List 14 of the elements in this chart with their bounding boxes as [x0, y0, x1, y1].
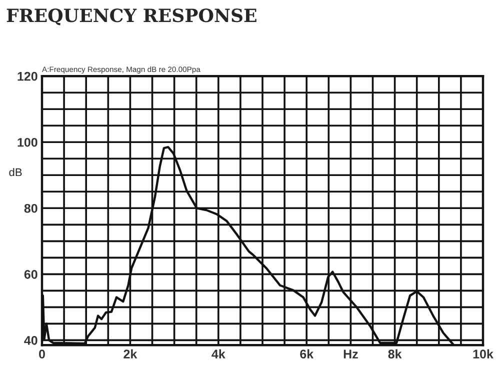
x-tick-label: 10k: [473, 349, 494, 358]
x-tick-label: Hz: [344, 350, 358, 358]
y-tick-label: 80: [24, 204, 38, 213]
y-tick-label: 40: [24, 336, 38, 345]
chart-title: FREQUENCY RESPONSE: [6, 8, 256, 26]
x-tick-label: 2k: [124, 349, 138, 358]
x-tick-label: 0: [39, 350, 45, 358]
x-tick-label: 4k: [212, 349, 226, 358]
y-tick-label: 120: [18, 72, 38, 81]
y-axis-title: dB: [9, 168, 22, 176]
x-tick-label: 8k: [388, 349, 402, 358]
y-tick-label: 60: [24, 270, 38, 279]
y-tick-label: 100: [18, 138, 38, 147]
x-tick-label: 6k: [300, 349, 314, 358]
